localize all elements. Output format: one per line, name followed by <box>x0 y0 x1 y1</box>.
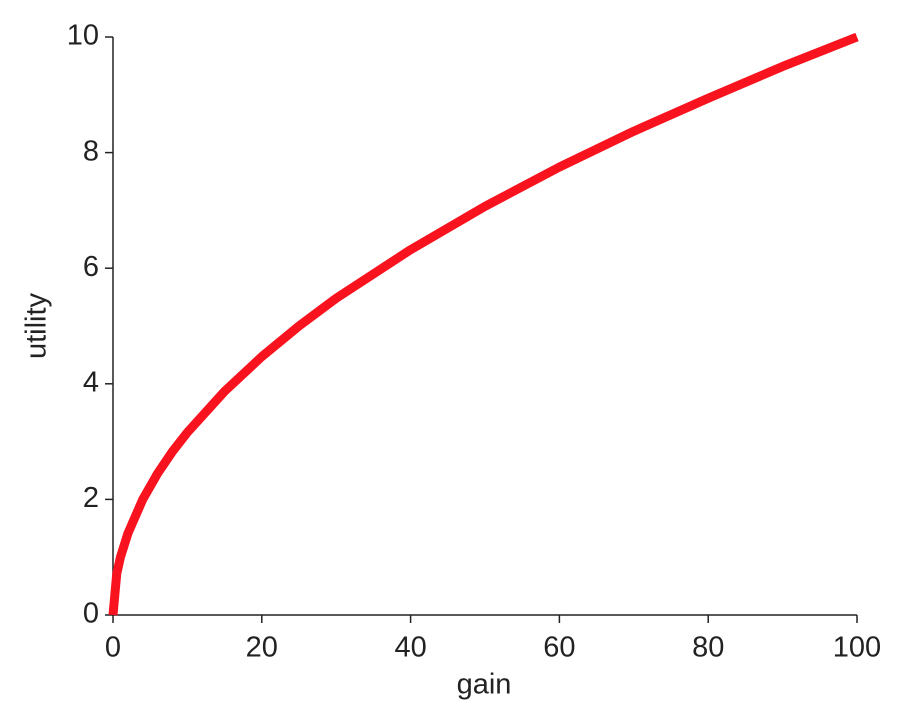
y-tick-label: 6 <box>83 251 99 283</box>
y-tick-label: 8 <box>83 135 99 167</box>
y-tick-label: 4 <box>83 366 99 398</box>
x-tick-label: 60 <box>543 632 575 664</box>
y-axis-label: utility <box>21 292 53 359</box>
y-tick-label: 2 <box>83 482 99 514</box>
x-tick-label: 0 <box>105 632 121 664</box>
x-tick-label: 40 <box>394 632 426 664</box>
y-tick-label: 10 <box>67 20 99 52</box>
x-tick-label: 80 <box>692 632 724 664</box>
line <box>108 32 859 616</box>
y-tick-label: 0 <box>83 598 99 630</box>
x-tick-label: 20 <box>246 632 278 664</box>
x-axis-label: gain <box>457 669 512 701</box>
x-tick-label: 100 <box>833 632 881 664</box>
